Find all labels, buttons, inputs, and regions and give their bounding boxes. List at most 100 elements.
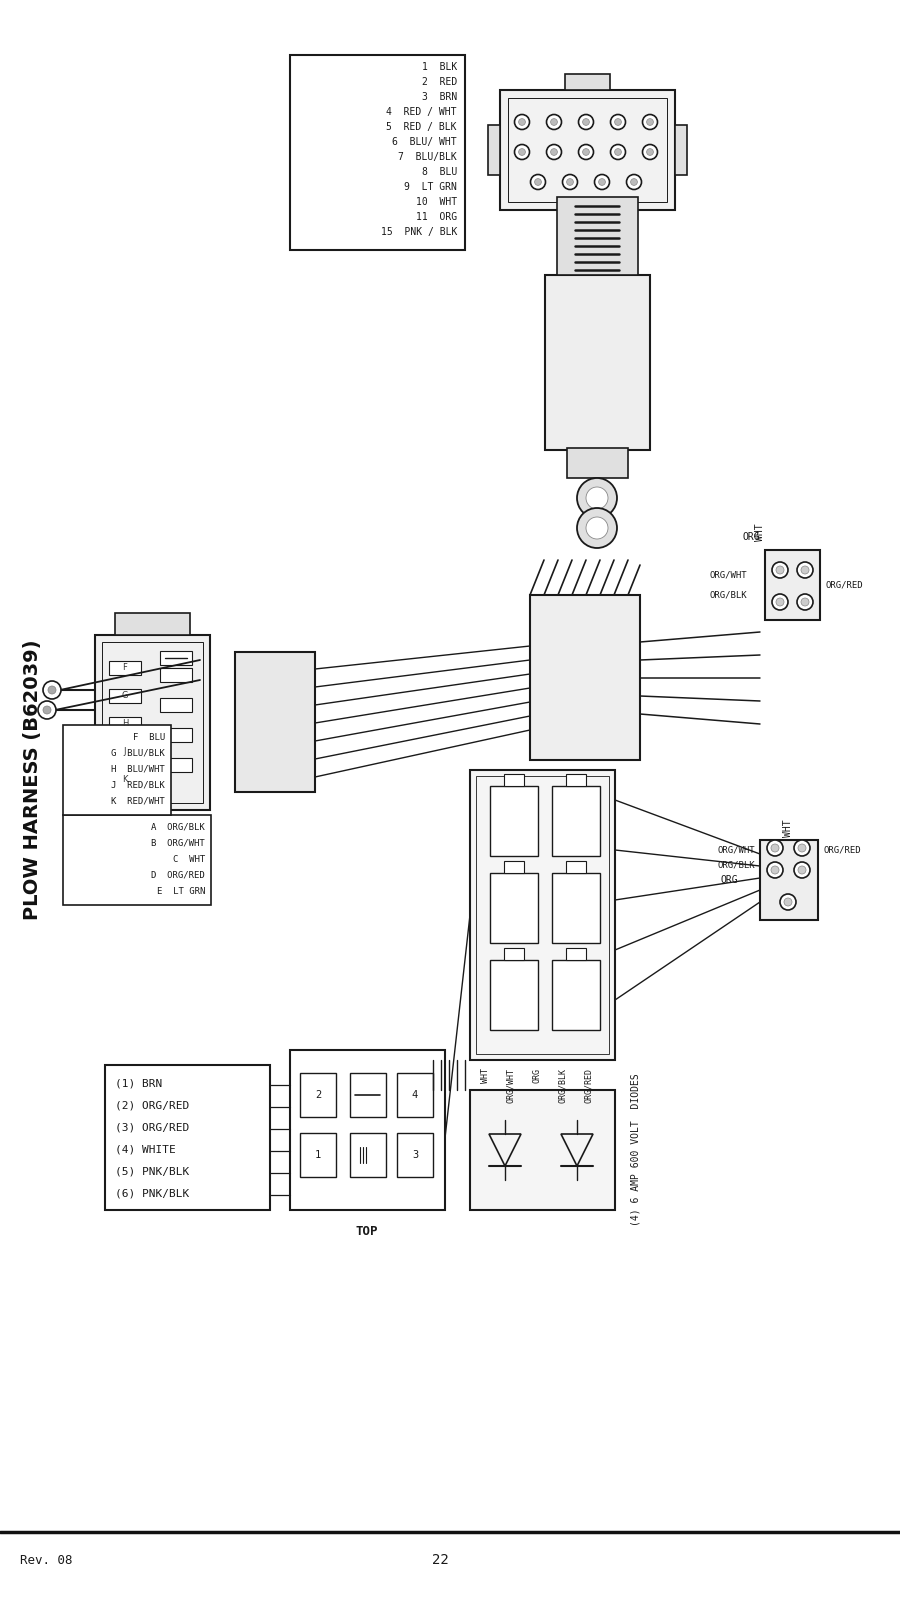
Text: K  RED/WHT: K RED/WHT — [112, 797, 165, 805]
Bar — [397, 1133, 433, 1178]
Circle shape — [579, 115, 593, 130]
Bar — [675, 125, 687, 174]
Text: 22: 22 — [432, 1554, 448, 1566]
Circle shape — [631, 179, 637, 186]
Circle shape — [767, 862, 783, 878]
Text: (4) WHITE: (4) WHITE — [115, 1144, 176, 1154]
Text: 2: 2 — [315, 1090, 321, 1101]
Circle shape — [646, 149, 653, 155]
Circle shape — [535, 179, 542, 186]
Text: ORG/BLK: ORG/BLK — [717, 861, 755, 869]
Text: ORG/WHT: ORG/WHT — [717, 845, 755, 854]
Circle shape — [615, 118, 621, 125]
Circle shape — [586, 517, 608, 539]
Bar — [566, 861, 586, 874]
Circle shape — [771, 866, 779, 874]
Circle shape — [48, 686, 56, 694]
Text: 6  BLU/ WHT: 6 BLU/ WHT — [392, 138, 457, 147]
Bar — [765, 550, 820, 619]
Text: E  LT GRN: E LT GRN — [157, 886, 205, 896]
Text: ORG/RED: ORG/RED — [584, 1069, 593, 1102]
Text: 3  BRN: 3 BRN — [422, 91, 457, 102]
Bar — [476, 776, 609, 1054]
Circle shape — [38, 701, 56, 718]
Text: (5) PNK/BLK: (5) PNK/BLK — [115, 1166, 189, 1176]
Bar — [500, 90, 675, 210]
Circle shape — [798, 866, 806, 874]
Circle shape — [577, 509, 617, 547]
Circle shape — [643, 144, 658, 160]
Circle shape — [518, 118, 526, 125]
Text: 5  RED / BLK: 5 RED / BLK — [386, 122, 457, 133]
Text: PLOW HARNESS (B62039): PLOW HARNESS (B62039) — [23, 640, 42, 920]
Bar — [566, 947, 586, 960]
Text: 4: 4 — [412, 1090, 418, 1101]
Text: ORG/BLK: ORG/BLK — [709, 590, 747, 600]
Bar — [490, 960, 538, 1030]
Text: 3: 3 — [412, 1150, 418, 1160]
Circle shape — [562, 174, 578, 189]
Bar — [552, 960, 600, 1030]
Circle shape — [794, 862, 810, 878]
Text: ORG: ORG — [720, 875, 738, 885]
Text: WHT: WHT — [755, 523, 765, 541]
Text: ORG/RED: ORG/RED — [825, 581, 862, 589]
Text: 8  BLU: 8 BLU — [422, 166, 457, 178]
Text: K: K — [122, 776, 128, 784]
Text: 9  LT GRN: 9 LT GRN — [404, 182, 457, 192]
Circle shape — [43, 682, 61, 699]
Bar — [160, 758, 192, 773]
Text: 1: 1 — [315, 1150, 321, 1160]
Text: (2) ORG/RED: (2) ORG/RED — [115, 1101, 189, 1110]
Text: WHT: WHT — [783, 819, 793, 837]
Bar — [63, 725, 171, 814]
Text: (3) ORG/RED: (3) ORG/RED — [115, 1122, 189, 1133]
Text: WHT: WHT — [481, 1069, 490, 1083]
Bar — [470, 770, 615, 1059]
Text: (4) 6 AMP 600 VOLT  DIODES: (4) 6 AMP 600 VOLT DIODES — [630, 1074, 640, 1226]
Bar — [552, 874, 600, 942]
Bar — [350, 1133, 386, 1178]
Circle shape — [586, 486, 608, 509]
Circle shape — [546, 115, 562, 130]
Bar — [567, 448, 628, 478]
Circle shape — [579, 144, 593, 160]
Bar — [115, 613, 190, 635]
Bar — [109, 690, 141, 702]
Bar — [545, 275, 650, 450]
Bar — [470, 1090, 615, 1210]
Text: 7  BLU/BLK: 7 BLU/BLK — [398, 152, 457, 162]
Circle shape — [794, 840, 810, 856]
Bar — [490, 786, 538, 856]
Bar — [160, 669, 192, 682]
Bar — [109, 717, 141, 731]
Bar — [235, 653, 315, 792]
Circle shape — [776, 598, 784, 606]
Circle shape — [797, 594, 813, 610]
Circle shape — [598, 179, 606, 186]
Circle shape — [643, 115, 658, 130]
Circle shape — [582, 118, 590, 125]
Bar — [552, 786, 600, 856]
Text: TOP: TOP — [356, 1226, 378, 1238]
Circle shape — [610, 115, 626, 130]
Circle shape — [530, 174, 545, 189]
Text: J: J — [124, 747, 126, 757]
Bar — [300, 1074, 336, 1117]
Bar — [490, 874, 538, 942]
Text: D  ORG/RED: D ORG/RED — [151, 870, 205, 880]
Text: 1  BLK: 1 BLK — [422, 62, 457, 72]
Text: 2  RED: 2 RED — [422, 77, 457, 86]
Text: Rev. 08: Rev. 08 — [20, 1554, 73, 1566]
Circle shape — [551, 118, 557, 125]
Text: ORG/BLK: ORG/BLK — [559, 1069, 568, 1102]
Text: H  BLU/WHT: H BLU/WHT — [112, 765, 165, 773]
Circle shape — [771, 845, 779, 851]
Bar — [160, 728, 192, 742]
Bar — [109, 746, 141, 758]
Circle shape — [567, 179, 573, 186]
Circle shape — [577, 478, 617, 518]
Circle shape — [780, 894, 796, 910]
Text: G  BLU/BLK: G BLU/BLK — [112, 749, 165, 757]
Text: F: F — [122, 664, 128, 672]
